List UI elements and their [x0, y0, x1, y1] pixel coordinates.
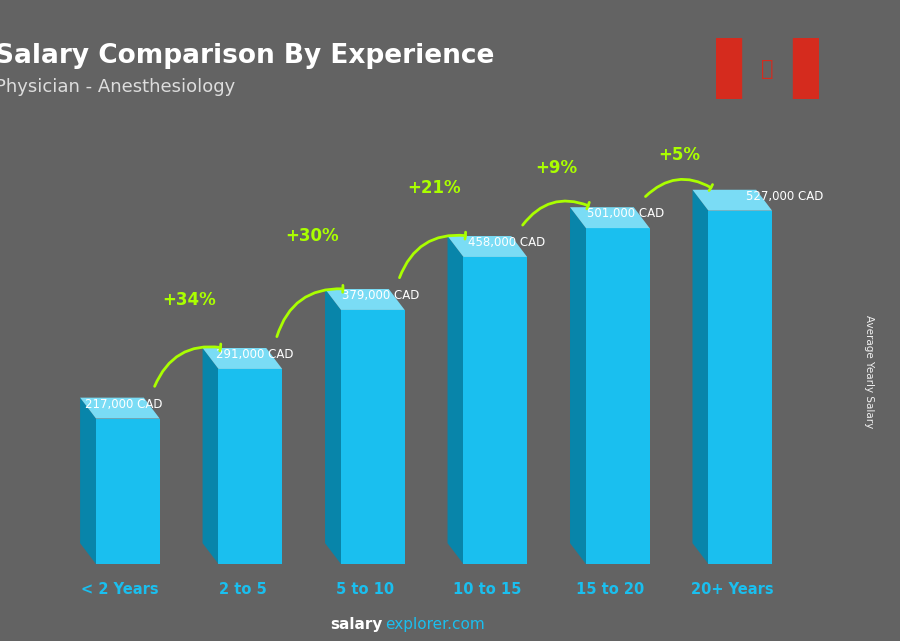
Polygon shape	[80, 397, 96, 564]
Polygon shape	[570, 207, 650, 228]
Text: 🍁: 🍁	[761, 59, 773, 79]
Text: +30%: +30%	[284, 228, 338, 246]
Text: explorer.com: explorer.com	[385, 617, 485, 633]
Text: salary: salary	[330, 617, 382, 633]
Text: +9%: +9%	[536, 159, 578, 177]
Text: 5 to 10: 5 to 10	[336, 581, 394, 597]
Polygon shape	[692, 190, 772, 211]
Polygon shape	[570, 207, 586, 564]
Polygon shape	[447, 236, 464, 564]
Text: +34%: +34%	[162, 291, 216, 309]
Polygon shape	[80, 397, 159, 419]
Bar	[464, 257, 527, 564]
Text: 217,000 CAD: 217,000 CAD	[85, 397, 163, 411]
Text: 15 to 20: 15 to 20	[576, 581, 644, 597]
Text: +21%: +21%	[408, 179, 461, 197]
Text: < 2 Years: < 2 Years	[81, 581, 158, 597]
Polygon shape	[202, 348, 219, 564]
Text: 458,000 CAD: 458,000 CAD	[468, 236, 545, 249]
Polygon shape	[325, 289, 405, 310]
Polygon shape	[692, 190, 708, 564]
Text: +5%: +5%	[658, 146, 700, 163]
Bar	[708, 211, 772, 564]
Bar	[716, 38, 742, 99]
Text: 291,000 CAD: 291,000 CAD	[216, 348, 293, 361]
Text: 379,000 CAD: 379,000 CAD	[342, 289, 419, 302]
Text: 501,000 CAD: 501,000 CAD	[587, 207, 664, 221]
Text: 20+ Years: 20+ Years	[691, 581, 774, 597]
Text: Average Yearly Salary: Average Yearly Salary	[863, 315, 874, 428]
Text: 2 to 5: 2 to 5	[219, 581, 266, 597]
Text: 10 to 15: 10 to 15	[454, 581, 521, 597]
Bar	[96, 419, 159, 564]
Bar	[341, 310, 405, 564]
Bar	[793, 38, 819, 99]
Text: Salary Comparison By Experience: Salary Comparison By Experience	[0, 43, 495, 69]
Polygon shape	[447, 236, 527, 257]
Bar	[586, 228, 650, 564]
Polygon shape	[325, 289, 341, 564]
Polygon shape	[202, 348, 283, 369]
Bar	[219, 369, 283, 564]
Text: 527,000 CAD: 527,000 CAD	[746, 190, 824, 203]
Text: Physician - Anesthesiology: Physician - Anesthesiology	[0, 78, 236, 96]
